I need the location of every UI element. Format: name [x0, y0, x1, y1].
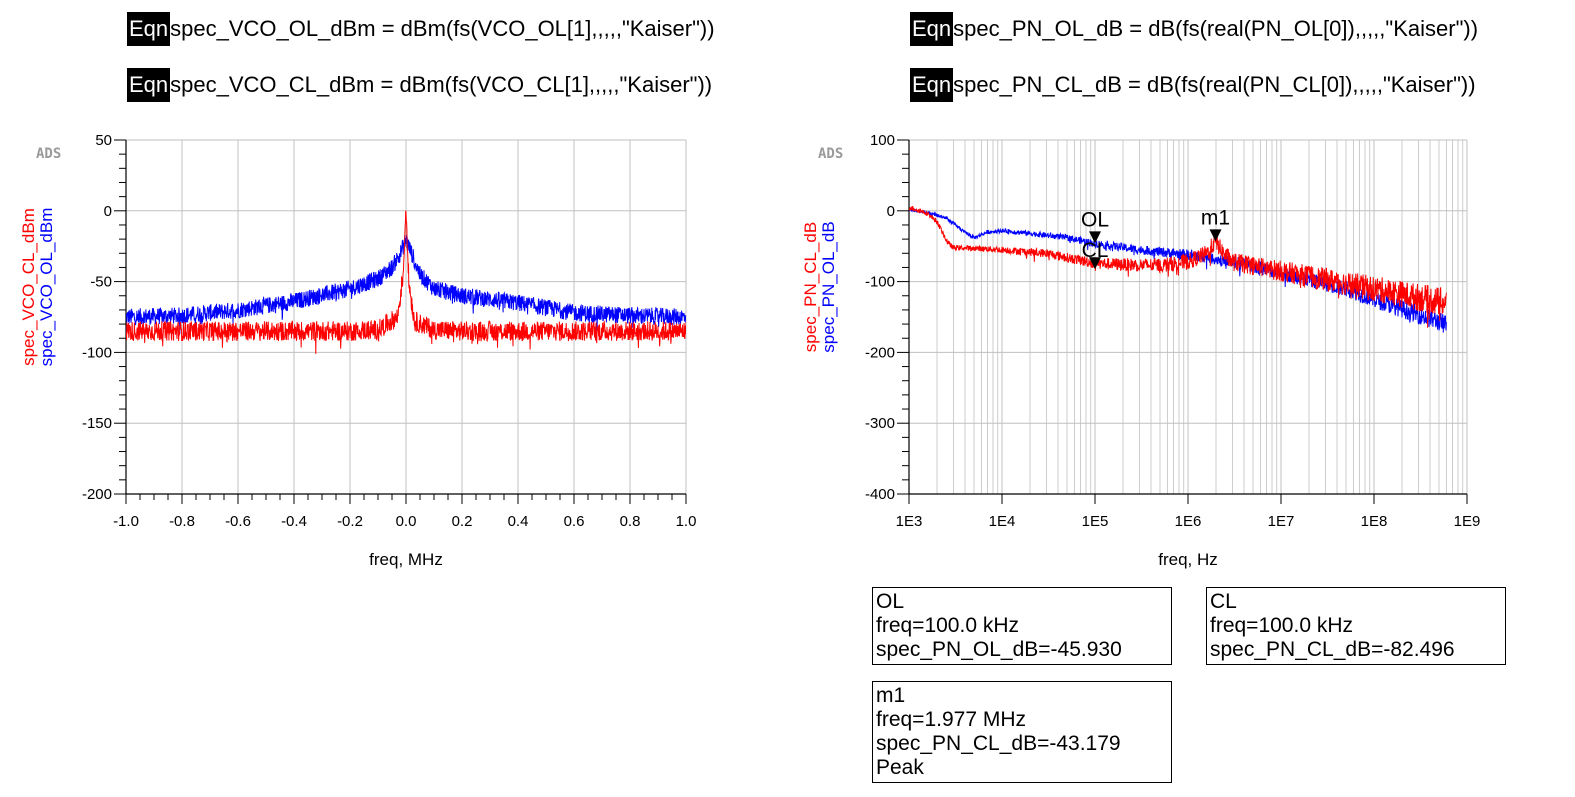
x-tick-label: 1E4 [989, 513, 1016, 530]
y-tick-label: -200 [865, 344, 895, 361]
y-tick-label: -200 [82, 486, 112, 503]
x-tick-label: -0.6 [225, 513, 251, 530]
series-line-spec_VCO_OL_dBm [126, 235, 686, 334]
marker-box-line: freq=1.977 MHz [876, 708, 1026, 731]
x-tick-label: 1E6 [1175, 513, 1202, 530]
x-tick-label: 0.2 [452, 513, 473, 530]
y-tick-label: -50 [90, 274, 112, 291]
y-axis-label: spec_VCO_OL_dBm [37, 208, 56, 367]
x-tick-label: 1E5 [1082, 513, 1109, 530]
marker-triangle-OL [1089, 231, 1101, 244]
equation-pn-cl[interactable]: Eqnspec_PN_CL_dB = dB(fs(real(PN_CL[0]),… [910, 68, 1476, 102]
y-tick-label: -150 [82, 415, 112, 432]
x-tick-label: -0.8 [169, 513, 195, 530]
equation-vco-cl[interactable]: Eqnspec_VCO_CL_dBm = dBm(fs(VCO_CL[1],,,… [127, 68, 712, 102]
x-tick-label: 1E7 [1268, 513, 1295, 530]
grid-lines [125, 139, 687, 495]
eqn-tag: Eqn [127, 12, 171, 46]
equation-text: spec_PN_CL_dB = dB(fs(real(PN_CL[0]),,,,… [953, 72, 1476, 97]
x-axis-label: freq, Hz [1158, 550, 1218, 569]
x-tick-label: -1.0 [113, 513, 139, 530]
marker-box-ol[interactable]: OL freq=100.0 kHz spec_PN_OL_dB=-45.930 [872, 587, 1172, 665]
marker-box-line: Peak [876, 756, 924, 779]
marker-box-line: spec_PN_OL_dB=-45.930 [876, 638, 1122, 661]
equation-text: spec_VCO_OL_dBm = dBm(fs(VCO_OL[1],,,,,"… [170, 16, 715, 41]
y-axis-label: spec_PN_CL_dB [801, 222, 820, 352]
y-tick-label: 100 [870, 132, 895, 149]
marker-box-m1[interactable]: m1 freq=1.977 MHz spec_PN_CL_dB=-43.179 … [872, 681, 1172, 783]
marker-box-line: freq=100.0 kHz [876, 614, 1020, 637]
x-tick-label: -0.4 [281, 513, 307, 530]
eqn-tag: Eqn [910, 68, 954, 102]
marker-box-line: freq=100.0 kHz [1210, 614, 1354, 637]
x-tick-label: 1E8 [1361, 513, 1388, 530]
y-tick-label: 0 [887, 203, 895, 220]
x-tick-label: 0.0 [396, 513, 417, 530]
x-tick-label: 0.4 [508, 513, 529, 530]
series-line-spec_PN_OL_dB [909, 207, 1447, 333]
ads-logo-right: ADS [818, 146, 844, 162]
x-tick-label: -0.2 [337, 513, 363, 530]
y-tick-label: -400 [865, 486, 895, 503]
y-axis-label: spec_PN_OL_dB [819, 221, 838, 352]
marker-box-line: OL [876, 590, 905, 613]
x-axis-label: freq, MHz [369, 550, 443, 569]
y-tick-label: 0 [104, 203, 112, 220]
marker-box-line: m1 [876, 684, 906, 707]
x-tick-label: 0.6 [564, 513, 585, 530]
y-axis-label: spec_VCO_CL_dBm [19, 208, 38, 366]
x-tick-label: 0.8 [620, 513, 641, 530]
y-tick-label: 50 [95, 132, 112, 149]
equation-pn-ol[interactable]: Eqnspec_PN_OL_dB = dB(fs(real(PN_OL[0]),… [910, 12, 1478, 46]
vco-spectrum-chart[interactable]: 50 0 -50 -100 -150 -200-1.0 -0.8 -0.6 -0.4 -0.2 0.… [19, 132, 696, 569]
marker-label-CL: CL [1082, 239, 1109, 262]
y-tick-label: -300 [865, 415, 895, 432]
x-tick-label: 1.0 [676, 513, 697, 530]
grid-lines [908, 139, 1468, 495]
marker-triangle-m1 [1209, 229, 1222, 242]
marker-box-cl[interactable]: CL freq=100.0 kHz spec_PN_CL_dB=-82.496 [1206, 587, 1506, 665]
x-tick-label: 1E9 [1454, 513, 1481, 530]
y-tick-label: -100 [82, 344, 112, 361]
equation-text: spec_VCO_CL_dBm = dBm(fs(VCO_CL[1],,,,,"… [170, 72, 713, 97]
marker-label-OL: OL [1081, 208, 1109, 231]
series-line-spec_VCO_CL_dBm [126, 210, 686, 354]
equation-vco-ol[interactable]: Eqnspec_VCO_OL_dBm = dBm(fs(VCO_OL[1],,,… [127, 12, 715, 46]
ads-logo-left: ADS [36, 146, 62, 162]
eqn-tag: Eqn [910, 12, 954, 46]
marker-box-line: CL [1210, 590, 1237, 613]
equation-text: spec_PN_OL_dB = dB(fs(real(PN_OL[0]),,,,… [953, 16, 1479, 41]
y-tick-label: -100 [865, 274, 895, 291]
marker-box-line: spec_PN_CL_dB=-82.496 [1210, 638, 1455, 661]
x-tick-label: 1E3 [896, 513, 923, 530]
marker-label-m1: m1 [1201, 206, 1230, 229]
eqn-tag: Eqn [127, 68, 171, 102]
series-line-spec_PN_CL_dB [909, 206, 1447, 328]
marker-box-line: spec_PN_CL_dB=-43.179 [876, 732, 1121, 755]
marker-triangle-CL [1089, 257, 1101, 270]
